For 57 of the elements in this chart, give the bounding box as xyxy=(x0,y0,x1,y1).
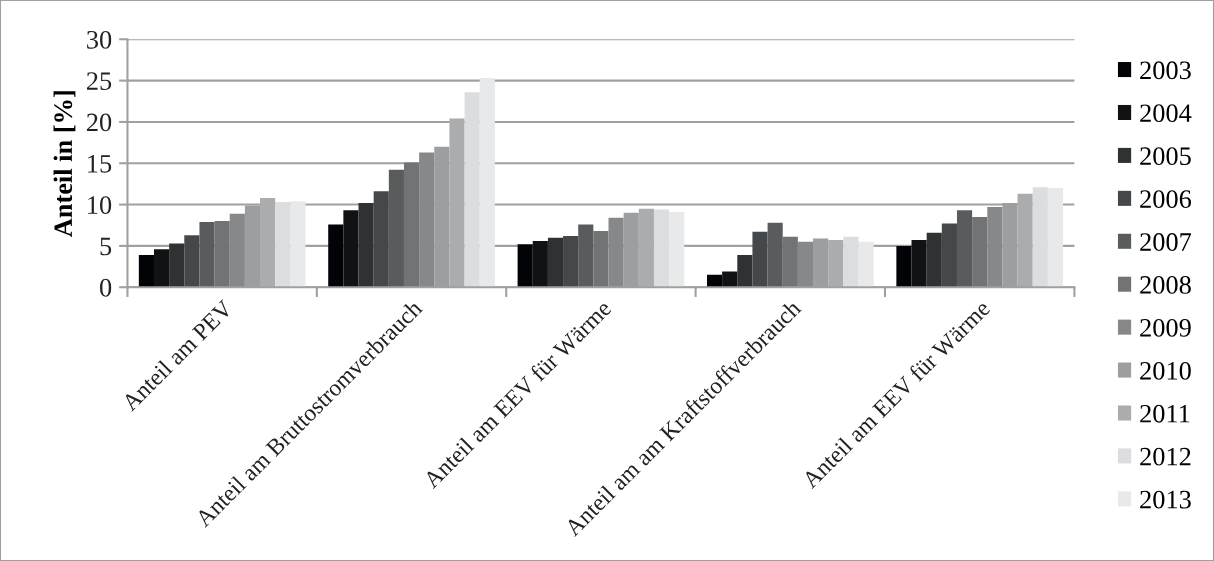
y-tick-label: 10 xyxy=(88,196,112,214)
bar xyxy=(419,152,435,288)
y-tick-label: 15 xyxy=(88,154,112,173)
bar xyxy=(1017,193,1033,288)
legend-label: 2011 xyxy=(1140,404,1190,423)
bar xyxy=(358,202,374,288)
legend-label: 2003 xyxy=(1140,61,1191,80)
bar xyxy=(214,221,230,288)
bar xyxy=(153,249,170,288)
legend-label: 2007 xyxy=(1140,233,1192,251)
legend-label: 2005 xyxy=(1140,147,1191,166)
bar xyxy=(388,169,404,288)
bar xyxy=(403,162,420,288)
bar xyxy=(138,255,154,288)
legend-label: 2004 xyxy=(1140,104,1192,123)
bar xyxy=(373,191,389,288)
y-axis-title: Anteil in [%] xyxy=(53,91,76,238)
bar xyxy=(547,237,564,288)
y-tick-label: 25 xyxy=(86,72,112,91)
legend-label: 2012 xyxy=(1140,447,1191,466)
bar xyxy=(199,221,215,288)
y-tick-label: 0 xyxy=(100,278,112,297)
y-tick-label: 5 xyxy=(100,237,112,256)
legend-label: 2006 xyxy=(1140,190,1192,208)
bar xyxy=(563,235,579,288)
bar xyxy=(752,231,768,288)
bar xyxy=(532,240,548,288)
bar xyxy=(638,208,654,288)
bar xyxy=(169,243,185,288)
bar xyxy=(797,241,814,288)
bar xyxy=(782,236,798,288)
bar xyxy=(328,224,344,288)
bar xyxy=(184,235,200,288)
bar xyxy=(828,240,844,288)
y-tick-label: 20 xyxy=(86,113,112,132)
bar xyxy=(608,217,624,288)
bar xyxy=(578,224,594,288)
bar xyxy=(987,207,1003,288)
bar xyxy=(911,240,927,288)
bar xyxy=(972,216,988,288)
y-tick-label: 30 xyxy=(87,30,112,49)
bar xyxy=(449,118,465,288)
legend-label: 2008 xyxy=(1140,276,1191,294)
bar xyxy=(767,222,783,288)
bar xyxy=(593,231,609,288)
bar xyxy=(517,244,533,288)
bar xyxy=(260,197,276,288)
bar xyxy=(343,210,359,288)
legend-label: 2013 xyxy=(1140,490,1191,509)
bar xyxy=(896,245,912,288)
legend-label: 2009 xyxy=(1140,318,1191,337)
bar xyxy=(926,232,942,288)
legend-label: 2010 xyxy=(1140,361,1191,380)
bar xyxy=(956,210,973,288)
bar xyxy=(229,213,245,288)
bar xyxy=(941,223,957,288)
bar xyxy=(737,255,753,288)
